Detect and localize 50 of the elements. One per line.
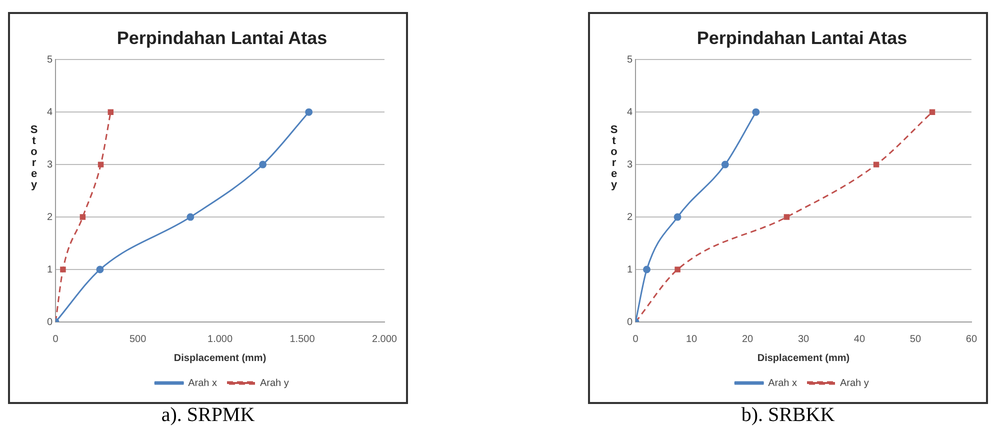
y-tick-label: 0 [627,316,633,328]
y-tick-label: 4 [47,106,53,118]
x-tick-label: 500 [129,334,147,345]
y-tick-label: 4 [627,106,633,118]
x-tick-label: 1.000 [208,334,233,345]
point [96,266,104,274]
point [784,214,790,220]
y-tick-label: 5 [47,54,53,66]
y-tick-label: 1 [627,264,633,276]
point [305,108,313,116]
chart-title: Perpindahan Lantai Atas [696,28,908,48]
y-tick-label: 0 [47,316,53,328]
y-tick-label: 2 [627,212,633,223]
point [929,109,936,115]
legend-label: Arah y [260,378,289,389]
x-axis-title: Displacement (mm) [757,352,850,364]
y-tick-label: 3 [47,159,53,170]
x-tick-label: 20 [742,334,754,345]
legend-label: Arah y [840,378,869,389]
point [721,160,729,168]
x-tick-label: 2.000 [372,334,398,345]
text: a). SRPMK [160,404,256,427]
x-tick-label: 40 [854,334,866,345]
x-axis-title: Displacement (mm) [174,352,266,364]
point [60,266,66,272]
point [259,160,267,168]
x-tick-label: 10 [686,334,698,345]
x-tick-label: 60 [966,334,978,345]
text: b). SRBKK [740,404,836,427]
legend-label: Arah x [768,378,798,389]
y-tick-label: 2 [47,212,53,223]
point [752,108,760,116]
y-axis-title: Storey [28,124,40,190]
legend-label: Arah x [188,378,218,389]
x-tick-label: 50 [910,334,922,345]
y-tick-label: 1 [47,264,53,276]
y-axis-title: Storey [608,124,620,190]
point [98,162,104,168]
point [643,266,651,274]
y-tick-label: 5 [627,54,633,66]
y-tick-label: 3 [627,159,633,170]
point [674,266,680,272]
chart-title: Perpindahan Lantai Atas [116,28,328,48]
x-tick-label: 30 [798,334,810,345]
point [674,213,682,221]
point [80,214,86,220]
point [186,213,194,221]
point [108,109,114,115]
x-tick-label: 1.500 [290,334,316,345]
point [873,162,880,168]
